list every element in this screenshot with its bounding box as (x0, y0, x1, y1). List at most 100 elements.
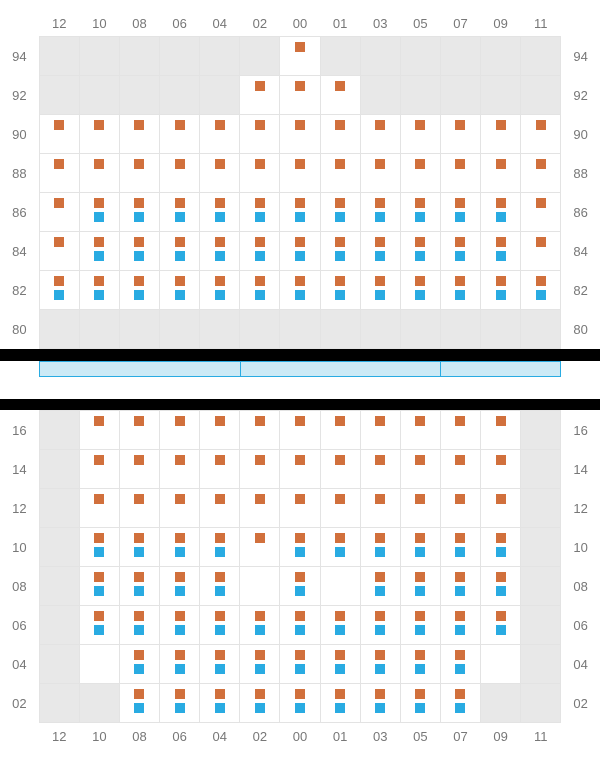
seat-cell[interactable] (481, 567, 521, 606)
seat-cell[interactable] (200, 489, 240, 528)
seat-cell[interactable] (240, 489, 280, 528)
seat-cell[interactable] (119, 271, 159, 310)
seat-cell[interactable] (39, 450, 79, 489)
seat-cell[interactable] (79, 271, 119, 310)
seat-cell[interactable] (521, 115, 561, 154)
seat-cell[interactable] (320, 232, 360, 271)
seat-cell[interactable] (79, 37, 119, 76)
seat-cell[interactable] (240, 232, 280, 271)
seat-cell[interactable] (39, 411, 79, 450)
seat-cell[interactable] (360, 645, 400, 684)
seat-cell[interactable] (39, 232, 79, 271)
seat-cell[interactable] (400, 37, 440, 76)
seat-cell[interactable] (79, 645, 119, 684)
seat-cell[interactable] (160, 154, 200, 193)
seat-cell[interactable] (521, 489, 561, 528)
seat-cell[interactable] (200, 154, 240, 193)
seat-cell[interactable] (240, 567, 280, 606)
seat-cell[interactable] (79, 411, 119, 450)
seat-cell[interactable] (481, 684, 521, 723)
seat-cell[interactable] (521, 606, 561, 645)
seat-cell[interactable] (240, 450, 280, 489)
seat-cell[interactable] (440, 193, 480, 232)
seat-cell[interactable] (320, 37, 360, 76)
seat-cell[interactable] (440, 567, 480, 606)
seat-cell[interactable] (39, 684, 79, 723)
seat-cell[interactable] (280, 76, 320, 115)
seat-cell[interactable] (440, 37, 480, 76)
seat-cell[interactable] (39, 154, 79, 193)
seat-cell[interactable] (360, 193, 400, 232)
seat-cell[interactable] (160, 271, 200, 310)
seat-cell[interactable] (160, 115, 200, 154)
seat-cell[interactable] (160, 528, 200, 567)
seat-cell[interactable] (160, 411, 200, 450)
seat-cell[interactable] (119, 193, 159, 232)
seat-cell[interactable] (280, 37, 320, 76)
seat-cell[interactable] (200, 411, 240, 450)
seat-cell[interactable] (39, 606, 79, 645)
seat-cell[interactable] (320, 606, 360, 645)
seat-cell[interactable] (119, 684, 159, 723)
seat-cell[interactable] (521, 154, 561, 193)
seat-cell[interactable] (200, 232, 240, 271)
seat-cell[interactable] (160, 76, 200, 115)
seat-cell[interactable] (79, 232, 119, 271)
seat-cell[interactable] (400, 528, 440, 567)
seat-cell[interactable] (320, 645, 360, 684)
seat-cell[interactable] (481, 411, 521, 450)
seat-cell[interactable] (79, 193, 119, 232)
seat-cell[interactable] (440, 310, 480, 349)
seat-cell[interactable] (160, 489, 200, 528)
seat-cell[interactable] (280, 684, 320, 723)
seat-cell[interactable] (280, 154, 320, 193)
seat-cell[interactable] (400, 193, 440, 232)
seat-cell[interactable] (360, 115, 400, 154)
seat-cell[interactable] (200, 193, 240, 232)
seat-cell[interactable] (160, 645, 200, 684)
seat-cell[interactable] (39, 115, 79, 154)
seat-cell[interactable] (360, 271, 400, 310)
seat-cell[interactable] (280, 567, 320, 606)
seat-cell[interactable] (440, 645, 480, 684)
seat-cell[interactable] (119, 37, 159, 76)
seat-cell[interactable] (360, 232, 400, 271)
seat-cell[interactable] (119, 489, 159, 528)
seat-cell[interactable] (360, 450, 400, 489)
seat-cell[interactable] (240, 271, 280, 310)
seat-cell[interactable] (320, 489, 360, 528)
seat-cell[interactable] (481, 193, 521, 232)
seat-cell[interactable] (320, 76, 360, 115)
seat-cell[interactable] (200, 684, 240, 723)
seat-cell[interactable] (79, 606, 119, 645)
seat-cell[interactable] (400, 115, 440, 154)
seat-cell[interactable] (320, 310, 360, 349)
seat-cell[interactable] (280, 232, 320, 271)
seat-cell[interactable] (360, 567, 400, 606)
seat-cell[interactable] (39, 37, 79, 76)
seat-cell[interactable] (400, 232, 440, 271)
seat-cell[interactable] (360, 489, 400, 528)
seat-cell[interactable] (160, 684, 200, 723)
seat-cell[interactable] (481, 606, 521, 645)
seat-cell[interactable] (119, 606, 159, 645)
seat-cell[interactable] (440, 76, 480, 115)
seat-cell[interactable] (79, 567, 119, 606)
seat-cell[interactable] (280, 606, 320, 645)
seat-cell[interactable] (39, 310, 79, 349)
seat-cell[interactable] (320, 528, 360, 567)
seat-cell[interactable] (280, 450, 320, 489)
seat-cell[interactable] (320, 450, 360, 489)
seat-cell[interactable] (39, 645, 79, 684)
seat-cell[interactable] (39, 271, 79, 310)
seat-cell[interactable] (39, 76, 79, 115)
seat-cell[interactable] (200, 310, 240, 349)
seat-cell[interactable] (240, 411, 280, 450)
seat-cell[interactable] (79, 76, 119, 115)
seat-cell[interactable] (119, 567, 159, 606)
seat-cell[interactable] (79, 450, 119, 489)
seat-cell[interactable] (160, 193, 200, 232)
seat-cell[interactable] (400, 76, 440, 115)
seat-cell[interactable] (200, 37, 240, 76)
seat-cell[interactable] (320, 411, 360, 450)
